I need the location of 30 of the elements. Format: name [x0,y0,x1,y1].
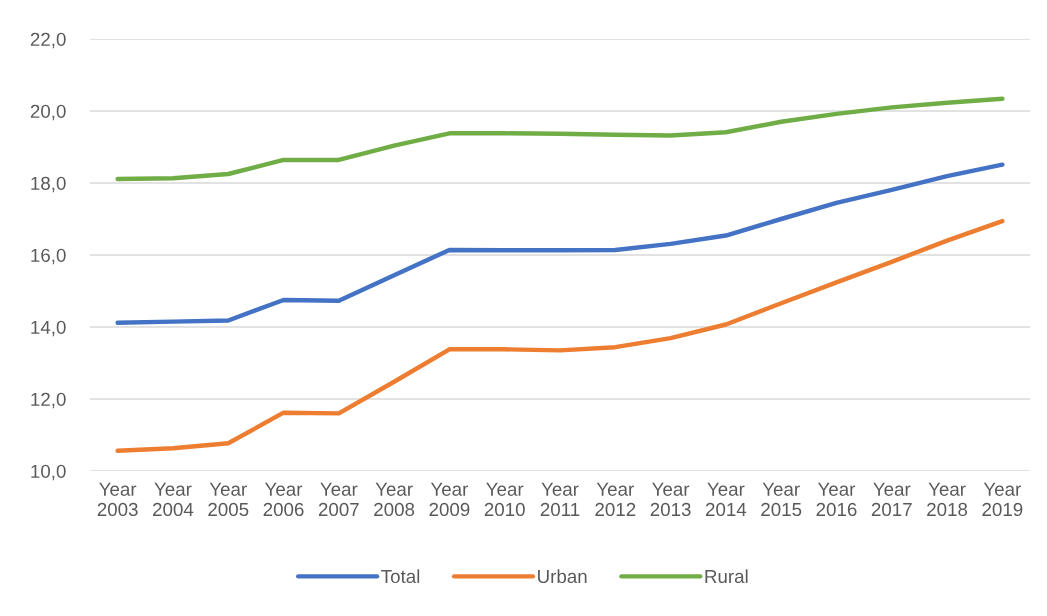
y-tick-label: 16,0 [31,248,66,265]
x-tick-label: Year 2014 [705,482,747,517]
x-tick-label: Year 2008 [374,482,415,517]
x-tick-label: Year 2006 [263,482,304,517]
x-tick-label: Year 2012 [595,482,636,517]
x-tick-label: Year 2010 [484,482,525,517]
x-tick-label: Year 2017 [871,482,912,517]
legend-label: Total [381,569,420,584]
line-series [115,162,1005,325]
y-tick-label: 12,0 [31,392,66,409]
legend-label: Rural [705,569,748,584]
y-tick-label: 18,0 [31,176,66,193]
y-tick-label: 14,0 [31,320,66,337]
x-tick-label: Year 2018 [927,482,968,517]
x-tick-label: Year 2015 [761,482,802,517]
x-tick-label: Year 2016 [816,482,857,517]
y-tick-label: 22,0 [30,32,66,49]
x-tick-label: Year 2011 [540,482,580,517]
line-series [115,96,1005,182]
x-tick-label: Year 2013 [650,482,691,517]
x-tick-label: Year 2005 [208,482,249,517]
x-tick-label: Year 2019 [982,482,1023,517]
x-tick-label: Year 2009 [429,482,470,517]
y-tick-label: 10,0 [31,464,66,481]
x-tick-label: Year 2003 [97,482,138,517]
y-tick-label: 20,0 [30,104,66,121]
line-series [115,218,1005,454]
x-tick-label: Year 2007 [318,482,359,517]
x-tick-label: Year 2004 [153,482,194,517]
legend-label: Urban [538,569,587,584]
